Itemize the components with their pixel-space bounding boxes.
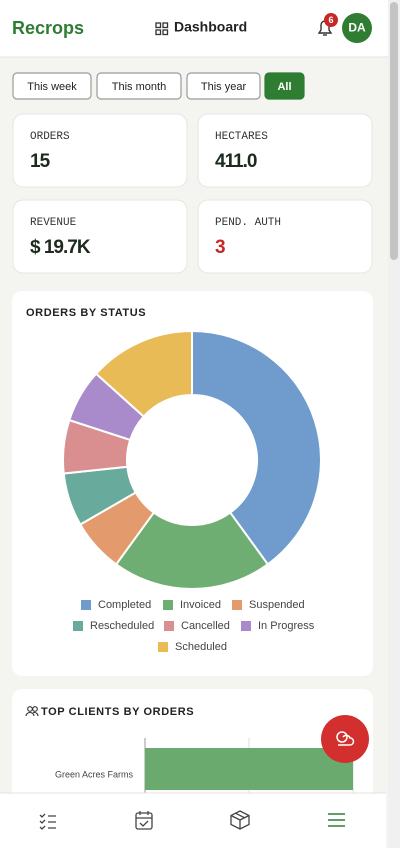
legend: Completed Invoiced Suspended Rescheduled Can… [73, 599, 315, 653]
stat-label: HECTARES [215, 131, 268, 143]
filter-button[interactable] [186, 72, 261, 100]
donut-segment [114, 511, 270, 590]
stat-label: ORDERS [30, 131, 70, 143]
donut-segment [191, 329, 322, 566]
stat-cards: ORDERS 15 HECTARES 411.0 REVENUE $ 19.7K PEND.… [12, 113, 373, 274]
avatar[interactable] [342, 13, 372, 43]
badge [324, 13, 338, 27]
legend-label: Cancelled [181, 620, 230, 632]
legend-swatch [164, 621, 174, 631]
stat-label: REVENUE [30, 217, 77, 229]
nav-menu[interactable] [328, 813, 345, 827]
fab[interactable] [321, 715, 369, 763]
donut-segment [94, 329, 193, 418]
filter-label: This month [112, 81, 166, 93]
stat-card [197, 113, 373, 188]
stat-label: PEND. AUTH [215, 217, 281, 229]
legend-swatch [158, 642, 168, 652]
legend-label: Scheduled [175, 641, 227, 653]
filter-bar: This week This month This year All [12, 72, 305, 100]
filter-label: All [277, 81, 291, 93]
legend-label: Completed [98, 599, 151, 611]
legend-label: Suspended [249, 599, 305, 611]
stat-card [197, 199, 373, 274]
dashboard-icon [155, 22, 169, 36]
nav-inventory[interactable] [230, 810, 250, 830]
brand[interactable]: Recrops [12, 18, 84, 38]
page-title: Dashboard [174, 19, 247, 35]
legend-swatch [81, 600, 91, 610]
app-bar [0, 0, 400, 57]
clients-icon [25, 706, 39, 717]
stat-value: 3 [215, 237, 225, 258]
legend-label: In Progress [258, 620, 315, 632]
y-tick-label: Green Acres Farms [55, 769, 134, 779]
legend-label: Rescheduled [90, 620, 154, 632]
legend-label: Invoiced [180, 599, 221, 611]
stat-card [12, 113, 188, 188]
bottom-nav [0, 793, 386, 848]
filter-label: This year [201, 81, 247, 93]
legend-swatch [232, 600, 242, 610]
scrollbar-thumb[interactable] [390, 2, 398, 260]
legend-swatch [241, 621, 251, 631]
bar [145, 748, 353, 790]
filter-label: This week [27, 81, 77, 93]
stat-value: 15 [30, 151, 51, 172]
filter-button[interactable] [12, 72, 92, 100]
nav-calendar[interactable] [135, 811, 153, 830]
filter-button[interactable] [96, 72, 182, 100]
legend-swatch [73, 621, 83, 631]
chart-title: ORDERS BY STATUS [26, 307, 146, 319]
fab-icon [336, 731, 355, 746]
legend-swatch [163, 600, 173, 610]
bar-chart: Green Acres Farms [55, 738, 354, 793]
donut [62, 329, 322, 590]
chart-title: TOP CLIENTS BY ORDERS [41, 706, 194, 718]
stat-card [12, 199, 188, 274]
stat-value: $ 19.7K [30, 237, 91, 258]
stat-value: 411.0 [215, 151, 257, 172]
avatar-initials: DA [348, 21, 366, 35]
filter-button[interactable] [264, 72, 305, 100]
badge-count: 6 [328, 15, 333, 25]
nav-tasks[interactable] [39, 813, 56, 830]
